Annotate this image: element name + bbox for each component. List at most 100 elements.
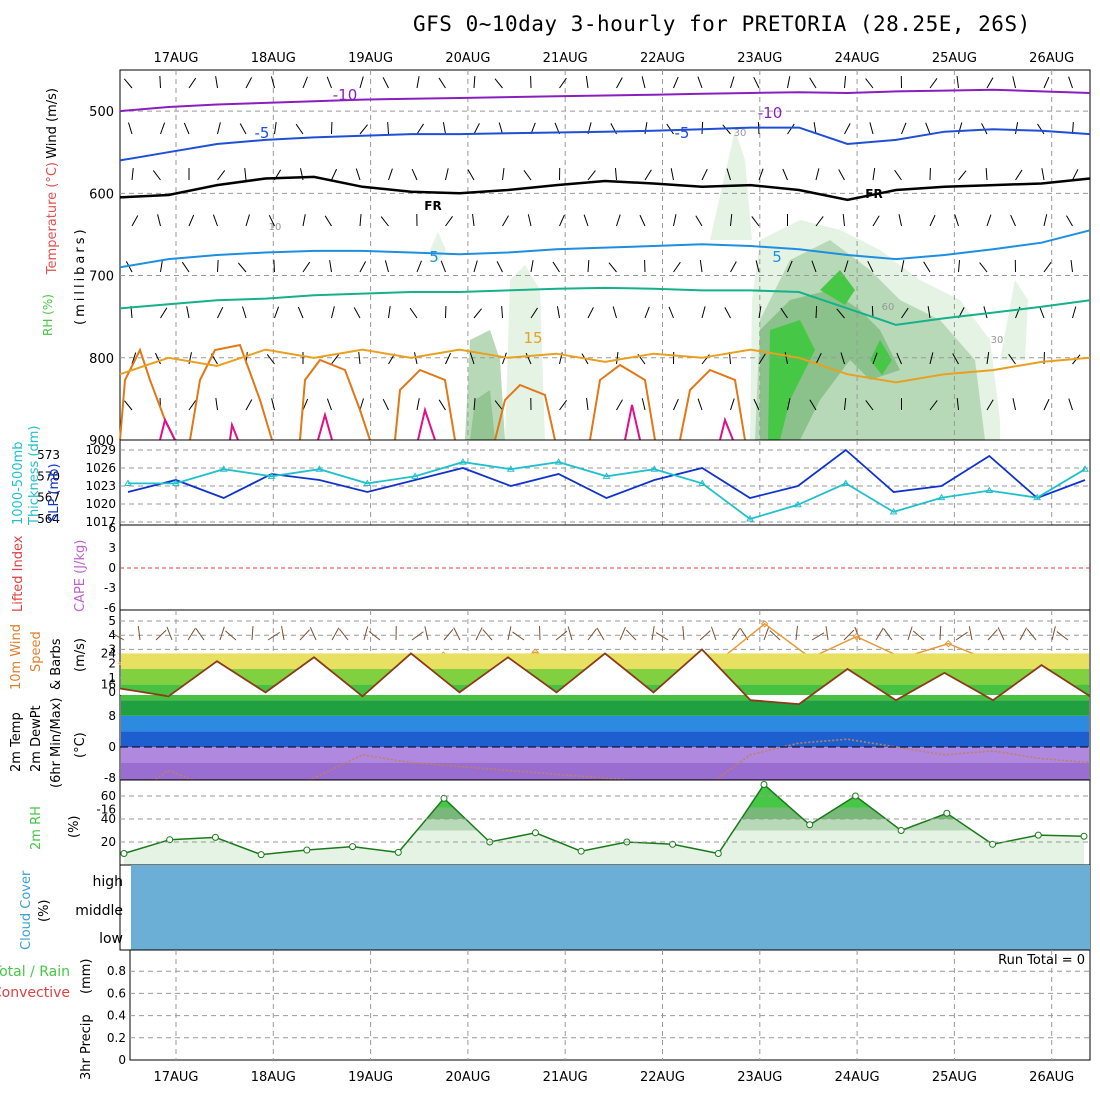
wind-barb [673,261,681,273]
rh-marker [440,794,448,802]
lifted-tick-label: 6 [108,521,116,535]
thickness-marker [1081,465,1089,472]
wind-barb [331,306,335,319]
wind-barb-10m [763,626,770,641]
wind-barb [616,214,621,227]
cloud-middle-label: middle [75,903,123,919]
wind-barb [586,398,589,411]
contour-25-segment [159,417,176,441]
wind-barb-10m [731,628,741,641]
wind-barb [502,215,509,227]
wind-barb [556,306,560,319]
temp-label-3: (6hr Min/Max) [49,698,64,788]
contour-20-segment [394,368,456,441]
thickness-marker [171,479,180,486]
temp-tick-label: 0 [108,740,116,754]
wind-barb [730,76,735,89]
thickness-marker [650,465,659,472]
temp-axis: 24 16 8 0 -8 -16 [96,646,116,816]
rh-tick-label: 40 [101,812,116,826]
wind-barb [359,76,364,89]
contour-line--10 [119,88,1091,113]
wind-label-3: & Barbs [49,638,64,690]
wind-barb [270,76,275,89]
rh-marker [120,850,128,857]
cloud-cover-panel: high middle low Cloud Cover (%) [19,864,1091,951]
wind-barb [641,398,646,411]
wind-barb [730,214,733,227]
wind-10m-barbs [111,625,1069,641]
wind-barb [445,352,452,365]
rh-marker [211,833,219,841]
rh-dark-region-20aug [470,390,495,440]
thickness-marker [411,472,419,479]
wind-barb [844,123,851,135]
wind-barb [1012,76,1016,89]
wind-barb-10m [309,627,317,641]
wind-barb [867,260,874,273]
wind-barb [730,398,735,411]
wind-barb [869,122,874,135]
wind-barb [929,400,938,411]
wind-barb [730,261,737,273]
wind-barb [324,215,332,227]
wind-barb [183,122,190,135]
contour-25-segment [229,421,239,441]
wind-barb [217,122,221,135]
wind-barb [758,168,764,181]
wind-barb [958,260,961,273]
date-tick-label-bottom: 19AUG [348,1070,393,1085]
wind-barb [331,354,340,365]
wind-barb-10m [453,627,461,641]
wind-barb [844,398,847,411]
wind-barb [954,214,959,227]
wind-barb-10m [710,626,717,641]
wind-barb-10m [955,631,968,641]
wind-barb-10m [795,626,798,641]
wind-barb [1072,169,1079,181]
wind-barb [217,259,219,273]
rh-marker [577,847,585,855]
wind-barb [123,78,133,89]
rh-tick-label: 20 [101,835,116,849]
thickness-label-2: Thickness (dm) [27,426,42,526]
wind-barb [840,352,845,365]
pressure-axis: 500 600 700 800 900 [89,105,114,449]
lifted-tick-label: -6 [104,601,116,615]
contour-label-m10-b: -10 [758,104,783,122]
temp-tick-label: -8 [104,771,116,785]
wind-barb-10m [251,625,254,641]
wind-barb [217,170,226,181]
wind-barb [181,261,190,273]
wind-barb [815,352,822,365]
wind-barb [273,259,275,273]
wind-barb [758,306,762,319]
wind-barb-10m [219,626,225,641]
wind-barb [787,123,795,135]
rh-30-region-20aug [505,265,545,440]
wind-barb [668,306,674,319]
wind-barb [380,216,389,227]
wind-barb [758,353,766,365]
wind-barb-10m [587,628,597,641]
slp-thickness-panel: 1017 1020 1023 1026 1029 564 567 570 573 1000-50… [11,426,1091,529]
cape-label: CAPE (J/kg) [73,540,88,612]
wind-speed-marker [944,640,952,648]
wind-barb [844,260,849,273]
wind-barb-10m [968,626,973,641]
wind-barb [382,77,389,89]
wind-barb [160,122,166,135]
rh-marker [669,840,677,848]
wind-barb [473,123,480,135]
wind-barb-10m [225,630,237,641]
temp-tick-label: 8 [108,709,116,723]
wind-barb [753,76,760,89]
wind-barb [986,352,990,365]
date-tick-label-top: 23AUG [737,51,782,66]
upper-air-wind-barbs [123,75,1081,411]
wind-barb [901,122,907,135]
cloud-cover-fill [131,865,1090,950]
wind-barb-10m [281,626,285,641]
wind-barb [782,168,788,181]
